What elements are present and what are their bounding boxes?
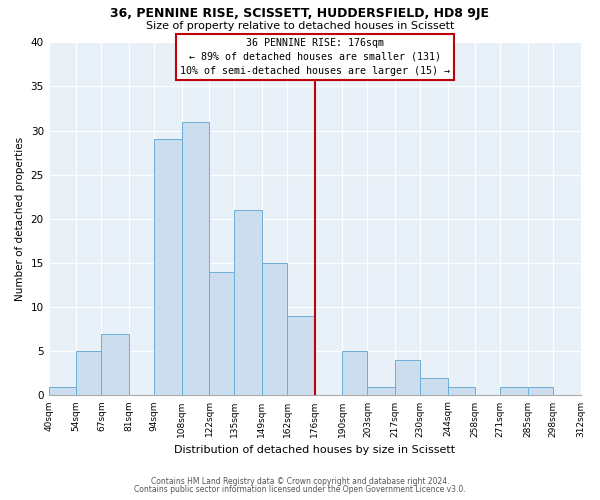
Bar (76, 352, 101, 396)
Y-axis label: Number of detached properties: Number of detached properties (15, 137, 25, 301)
Bar (154, 140, 182, 396)
Bar (342, 352, 367, 396)
Text: 36, PENNINE RISE, SCISSETT, HUDDERSFIELD, HD8 9JE: 36, PENNINE RISE, SCISSETT, HUDDERSFIELD… (110, 8, 490, 20)
Bar (420, 378, 448, 396)
Bar (528, 386, 553, 396)
Text: 36 PENNINE RISE: 176sqm
← 89% of detached houses are smaller (131)
10% of semi-d: 36 PENNINE RISE: 176sqm ← 89% of detache… (179, 38, 449, 76)
Bar (101, 334, 129, 396)
Text: Contains HM Land Registry data © Crown copyright and database right 2024.: Contains HM Land Registry data © Crown c… (151, 477, 449, 486)
Bar (287, 316, 314, 396)
X-axis label: Distribution of detached houses by size in Scissett: Distribution of detached houses by size … (174, 445, 455, 455)
Bar (209, 272, 235, 396)
Bar (448, 386, 475, 396)
Bar (49, 386, 76, 396)
Bar (235, 210, 262, 396)
Bar (367, 386, 395, 396)
Bar (581, 386, 600, 396)
Text: Size of property relative to detached houses in Scissett: Size of property relative to detached ho… (146, 21, 454, 31)
Bar (500, 386, 528, 396)
Bar (262, 263, 287, 396)
Bar (182, 122, 209, 396)
Bar (395, 360, 420, 396)
Text: Contains public sector information licensed under the Open Government Licence v3: Contains public sector information licen… (134, 484, 466, 494)
